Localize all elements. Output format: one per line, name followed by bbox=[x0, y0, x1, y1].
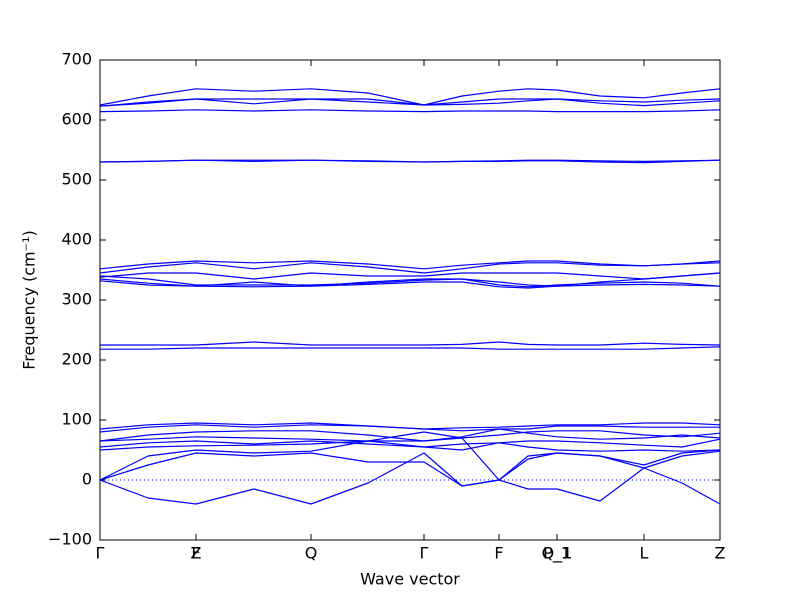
x-tick-label: Q bbox=[305, 544, 318, 563]
band-line bbox=[99, 275, 721, 288]
y-axis-label: Frequency (cm⁻¹) bbox=[20, 230, 39, 369]
x-tick-label: P_1 bbox=[543, 544, 571, 564]
band-line bbox=[99, 440, 721, 452]
y-tick-label: 500 bbox=[61, 170, 92, 189]
x-tick-label: F bbox=[494, 544, 503, 563]
y-tick-label: 100 bbox=[61, 410, 92, 429]
band-line bbox=[100, 346, 721, 350]
x-axis-label: Wave vector bbox=[360, 570, 460, 589]
x-tick-label: Z bbox=[715, 544, 726, 563]
x-tick-label: Γ bbox=[420, 544, 429, 563]
x-tick-label: Z bbox=[191, 544, 202, 563]
band-line bbox=[99, 262, 721, 274]
band-line bbox=[99, 109, 721, 113]
y-tick-label: 400 bbox=[61, 230, 92, 249]
x-tick-label: Q_1 bbox=[542, 544, 573, 564]
band-line bbox=[99, 159, 721, 163]
x-tick-label: L bbox=[640, 544, 649, 563]
y-tick-label: 200 bbox=[61, 350, 92, 369]
band-line bbox=[99, 438, 721, 448]
band-line bbox=[99, 272, 721, 280]
band-line bbox=[99, 428, 721, 442]
band-line bbox=[99, 422, 721, 430]
band-line bbox=[99, 98, 721, 107]
band-line bbox=[99, 424, 720, 433]
band-line bbox=[99, 88, 721, 106]
band-line bbox=[99, 431, 721, 481]
x-tick-label: F bbox=[191, 544, 200, 563]
band-line bbox=[99, 452, 721, 505]
plot-frame bbox=[99, 59, 721, 541]
y-tick-label: 700 bbox=[61, 50, 92, 69]
band-line bbox=[99, 280, 721, 289]
band-line bbox=[99, 98, 721, 107]
y-tick-label: −100 bbox=[48, 530, 92, 549]
x-tick-label: Γ bbox=[96, 544, 105, 563]
y-tick-label: 0 bbox=[82, 470, 92, 489]
y-tick-label: 300 bbox=[61, 290, 92, 309]
band-line bbox=[100, 341, 721, 346]
y-tick-label: 600 bbox=[61, 110, 92, 129]
